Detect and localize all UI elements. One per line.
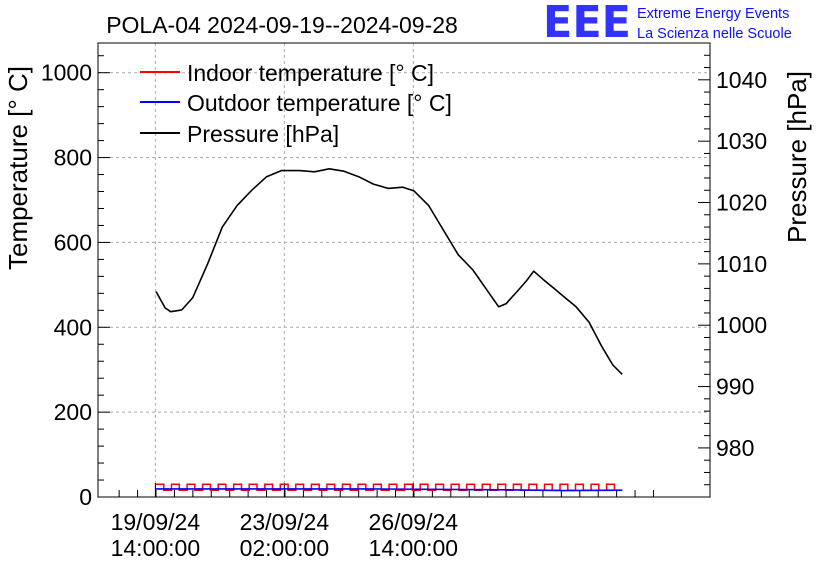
x-tick-label-time: 02:00:00	[240, 535, 330, 561]
right-axis: 980 990 1000 1010 1020 1030 1040	[698, 54, 767, 486]
plot-frame	[97, 42, 711, 498]
eee-logo-line1: Extreme Energy Events	[637, 6, 789, 22]
x-tick-label-time: 14:00:00	[111, 535, 201, 561]
y-right-tick-label: 1030	[716, 128, 767, 154]
y-right-tick-label: 1020	[716, 190, 767, 216]
y-right-tick-label: 1040	[716, 67, 767, 93]
y-right-tick-label: 1000	[716, 312, 767, 338]
legend: Indoor temperature [° C] Outdoor tempera…	[140, 60, 452, 147]
legend-label-pressure: Pressure [hPa]	[187, 121, 339, 147]
left-axis: 0 200 400 600 800 1000	[41, 55, 110, 510]
y-left-tick-label: 800	[54, 145, 92, 171]
series-indoor-line	[156, 483, 623, 491]
y-right-tick-label: 1010	[716, 251, 767, 277]
x-axis: 19/09/2414:00:0023/09/2402:00:0026/09/24…	[111, 483, 654, 561]
y-left-tick-label: 0	[79, 484, 92, 510]
series-group	[155, 168, 623, 492]
eee-logo: EEE Extreme Energy Events La Scienza nel…	[543, 0, 792, 48]
chart-title: POLA-04 2024-09-19--2024-09-28	[106, 12, 458, 38]
eee-logo-line2: La Scienza nelle Scuole	[637, 26, 792, 42]
legend-label-indoor: Indoor temperature [° C]	[187, 60, 434, 86]
eee-logo-mark: EEE	[543, 0, 631, 48]
x-tick-label-date: 23/09/24	[240, 509, 330, 535]
x-tick-label-date: 26/09/24	[369, 509, 459, 535]
y-left-tick-label: 600	[54, 229, 92, 255]
series-outdoor-line	[156, 488, 623, 492]
y-axis-left-label: Temperature [° C]	[3, 66, 33, 270]
legend-label-outdoor: Outdoor temperature [° C]	[187, 90, 452, 116]
y-right-tick-label: 980	[716, 435, 754, 461]
x-tick-label-date: 19/09/24	[111, 509, 201, 535]
y-left-tick-label: 400	[54, 314, 92, 340]
series-pressure-line	[155, 168, 623, 375]
x-tick-label-time: 14:00:00	[369, 535, 459, 561]
grid-lines	[98, 43, 710, 497]
y-right-tick-label: 990	[716, 374, 754, 400]
y-axis-right-label: Pressure [hPa]	[782, 71, 812, 243]
y-left-tick-label: 1000	[41, 60, 92, 86]
y-left-tick-label: 200	[54, 399, 92, 425]
